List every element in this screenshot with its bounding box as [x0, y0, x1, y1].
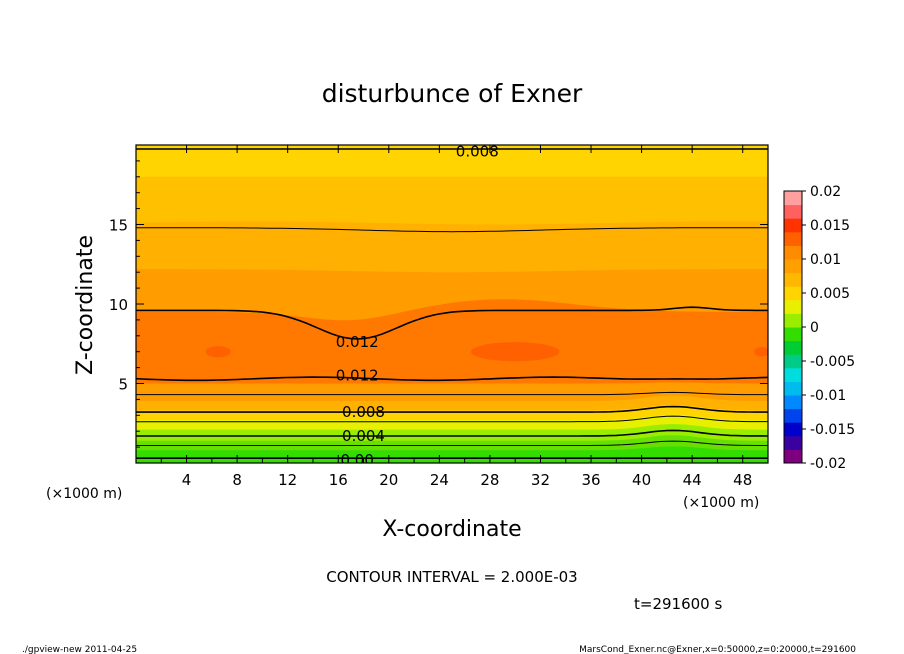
contour-line — [136, 429, 768, 437]
colorbar-segment — [784, 354, 802, 369]
contour-label: 0.00 — [340, 451, 373, 469]
contour-line — [136, 227, 768, 233]
chart-title: disturbunce of Exner — [322, 79, 583, 108]
contour-label: 0.004 — [342, 427, 385, 445]
contour-line — [136, 405, 768, 413]
colorbar-segment — [784, 191, 802, 206]
contour-label: 0.012 — [336, 367, 379, 385]
field-maximum — [205, 346, 231, 358]
colorbar-segment — [784, 327, 802, 342]
contour-interval-text: CONTOUR INTERVAL = 2.000E-03 — [326, 568, 577, 586]
contour-line — [136, 440, 768, 446]
plot-area: 0.008 0.012 0.012 0.008 0.004 0.00 — [136, 142, 768, 469]
y-axis-label: Z-coordinate — [73, 235, 98, 375]
x-tick-label: 20 — [379, 471, 398, 489]
colorbar-segment — [784, 340, 802, 355]
contour-line — [136, 415, 768, 423]
x-tick-label: 28 — [480, 471, 499, 489]
x-tick-label: 8 — [232, 471, 242, 489]
colorbar-label: 0 — [810, 320, 819, 336]
x-tick-label: 4 — [182, 471, 192, 489]
colorbar-segment — [784, 231, 802, 246]
colorbar-label: -0.02 — [810, 456, 846, 472]
colorbar-label: 0.015 — [810, 218, 850, 234]
colorbar-segment — [784, 204, 802, 219]
x-tick-label: 12 — [278, 471, 297, 489]
y-tick-label: 15 — [109, 217, 128, 235]
colorbar-segment — [784, 272, 802, 287]
x-tick-label: 48 — [733, 471, 752, 489]
colorbar-segment — [784, 218, 802, 233]
colorbar-segment — [784, 245, 802, 260]
colorbar-label: 0.02 — [810, 184, 841, 200]
colorbar-segment — [784, 286, 802, 301]
contour-label: 0.008 — [456, 142, 499, 160]
colorbar — [783, 190, 803, 464]
x-tick-label: 40 — [632, 471, 651, 489]
footer-left: ./gpview-new 2011-04-25 — [22, 645, 137, 654]
colorbar-segment — [784, 422, 802, 437]
field-maximum — [754, 346, 768, 357]
colorbar-segment — [784, 449, 802, 464]
colorbar-label: 0.005 — [810, 286, 850, 302]
contour-line — [136, 376, 768, 382]
colorbar-segment — [784, 259, 802, 274]
contour-label: 0.012 — [336, 333, 379, 351]
colorbar-label: -0.005 — [810, 354, 855, 370]
footer-right: MarsCond_Exner.nc@Exner,x=0:50000,z=0:20… — [579, 645, 856, 654]
contour-line — [136, 391, 768, 396]
x-tick-label: 36 — [581, 471, 600, 489]
colorbar-label: 0.01 — [810, 252, 841, 268]
x-unit-right: (×1000 m) — [683, 495, 759, 511]
colorbar-segment — [784, 395, 802, 410]
y-tick-label: 5 — [118, 376, 128, 394]
x-tick-label: 32 — [531, 471, 550, 489]
y-tick-label: 10 — [109, 296, 128, 314]
colorbar-segment — [784, 367, 802, 382]
x-tick-label: 16 — [329, 471, 348, 489]
contour-line — [136, 306, 768, 340]
x-axis-label: X-coordinate — [382, 517, 521, 542]
colorbar-segment — [784, 408, 802, 423]
colorbar-label: -0.015 — [810, 422, 855, 438]
colorbar-label: -0.01 — [810, 388, 846, 404]
x-tick-label: 24 — [430, 471, 449, 489]
colorbar-segment — [784, 299, 802, 314]
colorbar-segment — [784, 381, 802, 396]
colorbar-segment — [784, 313, 802, 328]
time-stamp: t=291600 s — [634, 595, 722, 613]
x-unit-left: (×1000 m) — [46, 486, 122, 502]
field-maximum — [470, 342, 560, 362]
x-tick-label: 44 — [683, 471, 702, 489]
contour-label: 0.008 — [342, 403, 385, 421]
colorbar-segment — [784, 435, 802, 450]
